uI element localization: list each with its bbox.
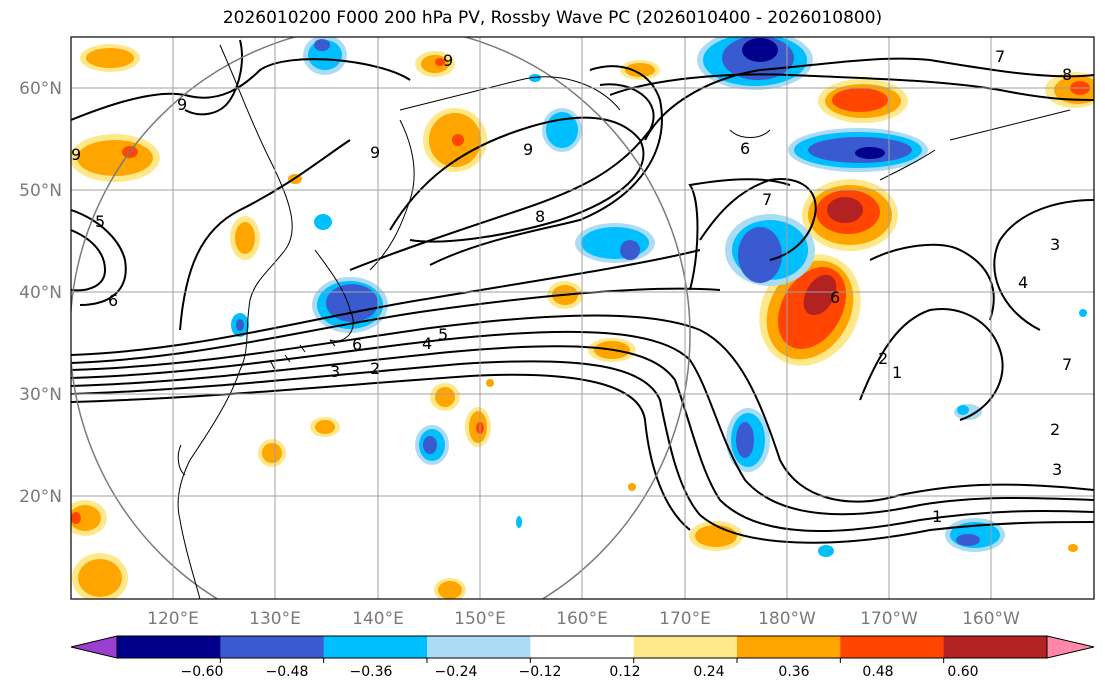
colorbar-tick-label: 0.12 bbox=[609, 664, 640, 680]
lat-tick-label: 50°N bbox=[19, 181, 62, 201]
colorbar-tick-label: 0.36 bbox=[778, 664, 809, 680]
lat-tick-label: 20°N bbox=[19, 487, 62, 507]
lat-axis: 60°N 50°N 40°N 30°N 20°N bbox=[19, 79, 62, 507]
colorbar-segment bbox=[633, 636, 738, 658]
contour-label: 3 bbox=[1050, 235, 1060, 254]
colorbar-tick-label: −0.48 bbox=[266, 664, 309, 680]
contour-label: 2 bbox=[1050, 420, 1060, 439]
lat-tick-label: 30°N bbox=[19, 385, 62, 405]
lon-tick-label: 160°W bbox=[962, 609, 1020, 629]
colorbar-ticks bbox=[219, 658, 945, 663]
contour-label: 6 bbox=[740, 139, 750, 158]
contour-label: 5 bbox=[438, 325, 448, 344]
map-frame bbox=[70, 36, 1095, 600]
contour-label: 4 bbox=[1018, 273, 1028, 292]
contour-label-group: 9 9 9 9 9 8 7 7 6 6 6 6 5 5 4 4 3 3 3 2 … bbox=[71, 47, 1072, 526]
contour-label: 3 bbox=[1052, 460, 1062, 479]
colorbar-min-arrow bbox=[70, 635, 118, 659]
contour-label: 9 bbox=[71, 145, 81, 164]
colorbar-tick-label: 0.48 bbox=[862, 664, 893, 680]
colorbar-segment bbox=[220, 636, 325, 658]
lon-tick-label: 120°E bbox=[147, 609, 199, 629]
lon-tick-label: 150°E bbox=[454, 609, 506, 629]
colorbar-segment bbox=[737, 636, 841, 658]
contour-label: 9 bbox=[370, 143, 380, 162]
contour-label: 7 bbox=[995, 47, 1005, 66]
colorbar-labels: −0.60 −0.48 −0.36 −0.24 −0.12 0.12 0.24 … bbox=[181, 664, 979, 680]
lon-axis: 120°E 130°E 140°E 150°E 160°E 170°E 180°… bbox=[147, 609, 1020, 629]
contour-label: 6 bbox=[108, 291, 118, 310]
contour-label: 1 bbox=[932, 507, 942, 526]
lon-tick-label: 170°E bbox=[659, 609, 711, 629]
lat-tick-label: 40°N bbox=[19, 283, 62, 303]
lon-tick-label: 180°W bbox=[758, 609, 816, 629]
colorbar-tick-label: −0.36 bbox=[350, 664, 393, 680]
contour-label: 9 bbox=[523, 140, 533, 159]
contour-label: 2 bbox=[370, 359, 380, 378]
colorbar-segment bbox=[427, 636, 531, 658]
colorbar-max-arrow bbox=[1046, 635, 1095, 659]
contour-label: 1 bbox=[892, 363, 902, 382]
colorbar-segment bbox=[840, 636, 945, 658]
contour-label: 7 bbox=[1062, 355, 1072, 374]
contour-label: 7 bbox=[762, 190, 772, 209]
contour-label: 6 bbox=[352, 335, 362, 354]
contour-label: 8 bbox=[1062, 65, 1072, 84]
lon-tick-label: 170°W bbox=[860, 609, 918, 629]
contour-label: 9 bbox=[443, 51, 453, 70]
map-title: 2026010200 F000 200 hPa PV, Rossby Wave … bbox=[222, 8, 883, 28]
lat-tick-label: 60°N bbox=[19, 79, 62, 99]
contour-label: 5 bbox=[95, 212, 105, 231]
colorbar-segment bbox=[530, 636, 635, 658]
colorbar: −0.60 −0.48 −0.36 −0.24 −0.12 0.12 0.24 … bbox=[70, 635, 1095, 680]
graticule bbox=[71, 37, 1094, 599]
contour-label: 4 bbox=[422, 334, 432, 353]
colorbar-tick-label: −0.12 bbox=[519, 664, 562, 680]
contour-label: 2 bbox=[878, 349, 888, 368]
coastlines bbox=[177, 44, 1071, 599]
contour-label: 3 bbox=[330, 362, 340, 381]
lon-tick-label: 140°E bbox=[352, 609, 404, 629]
colorbar-tick-label: −0.24 bbox=[435, 664, 478, 680]
lon-tick-label: 130°E bbox=[249, 609, 301, 629]
colorbar-tick-label: 0.60 bbox=[947, 664, 978, 680]
pv-anomaly-shading bbox=[71, 37, 1094, 599]
colorbar-segment bbox=[117, 636, 221, 658]
colorbar-tick-label: −0.60 bbox=[181, 664, 224, 680]
colorbar-segment bbox=[943, 636, 1048, 658]
lon-tick-label: 160°E bbox=[556, 609, 608, 629]
colorbar-segment bbox=[323, 636, 428, 658]
colorbar-segments bbox=[116, 635, 1048, 659]
radius-circle bbox=[71, 37, 691, 599]
contour-label: 6 bbox=[830, 288, 840, 307]
colorbar-tick-label: 0.24 bbox=[693, 664, 724, 680]
contour-label: 9 bbox=[177, 95, 187, 114]
contour-label: 8 bbox=[535, 207, 545, 226]
